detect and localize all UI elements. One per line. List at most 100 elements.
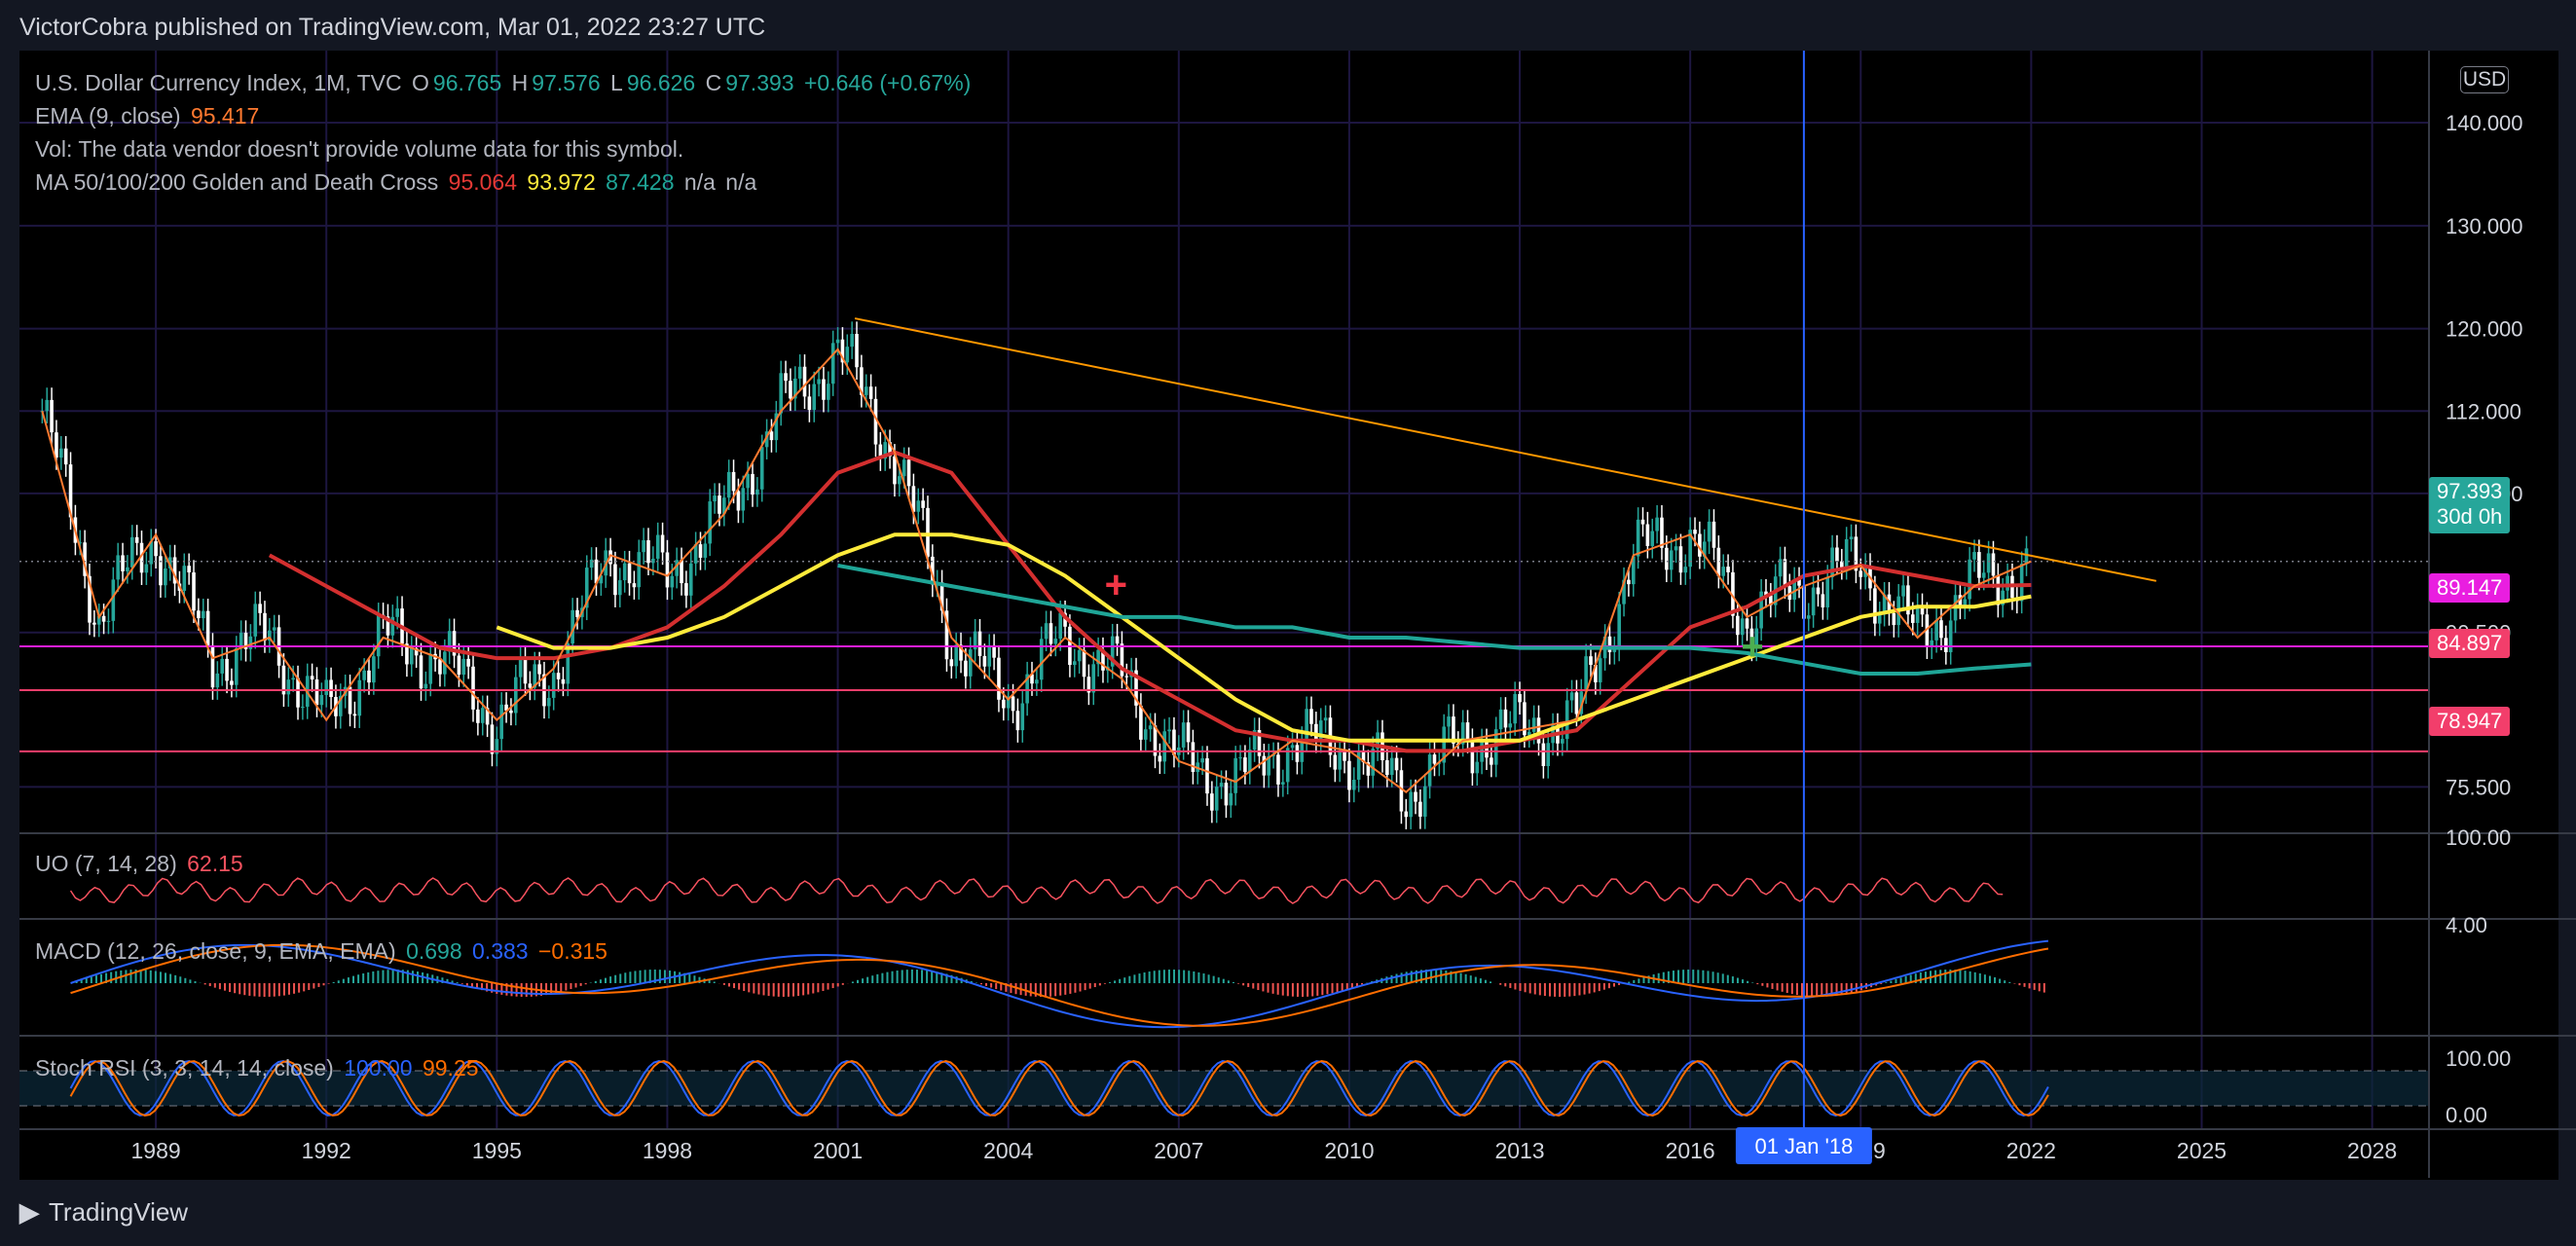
candle-body (1267, 755, 1271, 776)
candle-body (1134, 670, 1138, 706)
currency-button[interactable]: USD (2460, 66, 2509, 93)
uo-value: 62.15 (187, 851, 243, 876)
macd-bar (243, 983, 246, 996)
candle-body (1792, 579, 1796, 601)
macd-bar (822, 983, 825, 992)
candle-body (1849, 536, 1854, 539)
macd-bar (1949, 970, 1952, 983)
candle-body (1115, 636, 1120, 644)
macd-bar (1128, 975, 1131, 983)
macd-bar (653, 970, 656, 983)
macd-bar (347, 977, 350, 983)
candle-body (1452, 716, 1455, 744)
candle-body (1247, 750, 1252, 773)
candle-body (812, 384, 817, 411)
candle-body (1422, 786, 1427, 817)
macd-bar (1692, 970, 1695, 983)
macd-bar (417, 971, 420, 983)
macd-bar (1533, 983, 1536, 995)
candle-body (1745, 618, 1749, 629)
chart-panel[interactable] (19, 51, 2558, 1180)
candle-body (551, 673, 556, 698)
candle-body (1503, 709, 1508, 728)
uo-legend: UO (7, 14, 28) 62.15 (35, 851, 247, 877)
macd-bar (1088, 983, 1091, 989)
macd-bar (1825, 983, 1828, 997)
macd-bar (743, 983, 746, 992)
candle-body (281, 665, 286, 695)
macd-bar (857, 979, 860, 983)
candle-body (1167, 729, 1171, 732)
candle-body (428, 653, 433, 684)
candle-body (390, 616, 395, 636)
candle-body (1816, 587, 1821, 595)
macd-bar (1123, 977, 1126, 983)
macd-bar (753, 983, 755, 994)
ema-label: EMA (9, close) (35, 103, 181, 128)
candle-body (1972, 552, 1976, 560)
candle-body (268, 630, 272, 641)
macd-bar (1286, 983, 1289, 997)
candle-body (1906, 585, 1910, 615)
macd-bar (1355, 983, 1358, 986)
candle-body (1901, 585, 1905, 597)
macd-bar (1988, 975, 1991, 983)
candle-body (822, 379, 826, 400)
candle-body (1915, 605, 1920, 623)
x-tick-label: 2016 (1666, 1138, 1715, 1163)
macd-bar (1410, 971, 1413, 983)
candle-body (1564, 700, 1569, 740)
candle-body (1058, 612, 1062, 640)
macd-bar (802, 983, 805, 996)
macd-bar (496, 983, 498, 994)
macd-bar (223, 983, 226, 991)
candle-body (272, 627, 276, 631)
candle-body (1513, 694, 1517, 724)
macd-bar (1994, 976, 1997, 983)
candle-body (495, 739, 499, 754)
candle-body (414, 648, 419, 656)
candle-body (789, 381, 792, 399)
candle-body (1295, 745, 1300, 762)
macd-bar (174, 974, 177, 983)
candle-body (1731, 571, 1735, 616)
candle-body (893, 456, 897, 485)
macd-bar (125, 970, 128, 983)
candle-body (1347, 760, 1351, 790)
candle-body (741, 488, 746, 511)
stoch-d-line (69, 1059, 2049, 1118)
candle-body (1300, 738, 1305, 762)
macd-bar (1657, 972, 1660, 983)
candle-body (126, 567, 129, 571)
footer-brand[interactable]: ▶ TradingView (19, 1197, 188, 1228)
macd-bar (1167, 970, 1170, 983)
macd-bar (90, 976, 92, 983)
candle-body (59, 448, 63, 458)
candle-body (1910, 614, 1915, 623)
candle-body (1086, 677, 1091, 693)
candle-body (1783, 559, 1787, 587)
macd-bar (505, 983, 508, 996)
macd-bar (94, 975, 97, 983)
candle-body (1930, 640, 1934, 647)
macd-bar (1499, 983, 1502, 985)
macd-bar (287, 983, 290, 995)
macd-bar (1702, 970, 1705, 983)
candle-body (1082, 649, 1086, 678)
macd-bar (2042, 983, 2045, 993)
candle-body (518, 659, 523, 678)
candle-body (670, 575, 675, 588)
macd-bar (1084, 983, 1086, 991)
macd-bar (1721, 973, 1724, 983)
candle-body (1077, 649, 1082, 662)
candle-body (286, 679, 291, 695)
candle-body (1665, 547, 1669, 570)
candle-body (944, 610, 949, 660)
candle-body (1404, 811, 1409, 818)
candle-body (997, 657, 1001, 700)
candle-body (698, 544, 703, 558)
macd-bar (1321, 983, 1324, 996)
candle-body (1622, 579, 1626, 605)
macd-bar (1252, 983, 1255, 989)
